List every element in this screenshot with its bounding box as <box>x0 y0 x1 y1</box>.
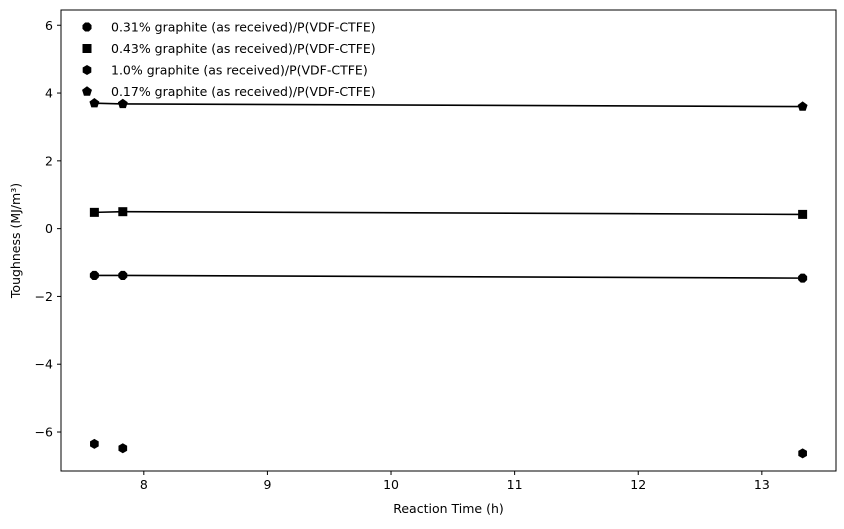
legend-item: 1.0% graphite (as received)/P(VDF-CTFE) <box>82 63 368 78</box>
data-point <box>89 270 99 280</box>
x-tick-label: 12 <box>630 477 646 492</box>
legend-marker <box>82 86 92 96</box>
y-tick-label: 4 <box>45 86 53 101</box>
data-point <box>118 270 128 280</box>
x-tick-label: 13 <box>754 477 770 492</box>
series-line <box>94 210 803 216</box>
legend-item: 0.31% graphite (as received)/P(VDF-CTFE) <box>82 20 376 35</box>
legend-item: 0.43% graphite (as received)/P(VDF-CTFE) <box>82 41 376 56</box>
y-tick-label: −4 <box>35 357 53 372</box>
ticks-layer: 8 9 10 11 12 13 −6 −4 −2 0 2 4 6 <box>35 18 770 492</box>
series-line <box>94 102 803 108</box>
data-point <box>797 101 808 111</box>
legend-label: 0.43% graphite (as received)/P(VDF-CTFE) <box>111 41 376 56</box>
legend-label: 1.0% graphite (as received)/P(VDF-CTFE) <box>111 63 368 78</box>
x-tick-label: 8 <box>140 477 148 492</box>
series-2 <box>89 207 808 219</box>
series-line <box>94 274 803 279</box>
y-tick-label: 0 <box>45 221 53 236</box>
series-4 <box>89 98 808 111</box>
legend-marker <box>82 22 92 32</box>
y-tick-label: 2 <box>45 153 53 168</box>
x-tick-label: 11 <box>507 477 523 492</box>
y-tick-label: −6 <box>35 425 53 440</box>
marks-layer <box>89 98 808 459</box>
data-point <box>798 448 807 459</box>
data-point <box>89 98 100 108</box>
data-point <box>798 209 808 219</box>
legend: 0.31% graphite (as received)/P(VDF-CTFE)… <box>82 20 376 99</box>
data-point <box>117 98 128 109</box>
data-point <box>798 273 808 283</box>
x-tick-label: 10 <box>383 477 399 492</box>
y-tick-label: 6 <box>45 18 53 33</box>
legend-marker <box>82 44 92 53</box>
legend-label: 0.17% graphite (as received)/P(VDF-CTFE) <box>111 84 376 99</box>
data-point <box>90 438 99 449</box>
y-tick-label: −2 <box>35 289 53 304</box>
series-3 <box>90 438 807 459</box>
legend-item: 0.17% graphite (as received)/P(VDF-CTFE) <box>82 84 376 99</box>
legend-marker <box>82 65 92 75</box>
data-point <box>118 207 128 217</box>
x-axis-label: Reaction Time (h) <box>393 501 504 516</box>
data-point <box>89 207 99 217</box>
x-tick-label: 9 <box>263 477 271 492</box>
series-1 <box>89 270 808 283</box>
data-point <box>118 443 128 454</box>
y-axis-label: Toughness (MJ/m³) <box>8 183 23 299</box>
plot-frame <box>60 9 837 472</box>
legend-label: 0.31% graphite (as received)/P(VDF-CTFE) <box>111 20 376 35</box>
